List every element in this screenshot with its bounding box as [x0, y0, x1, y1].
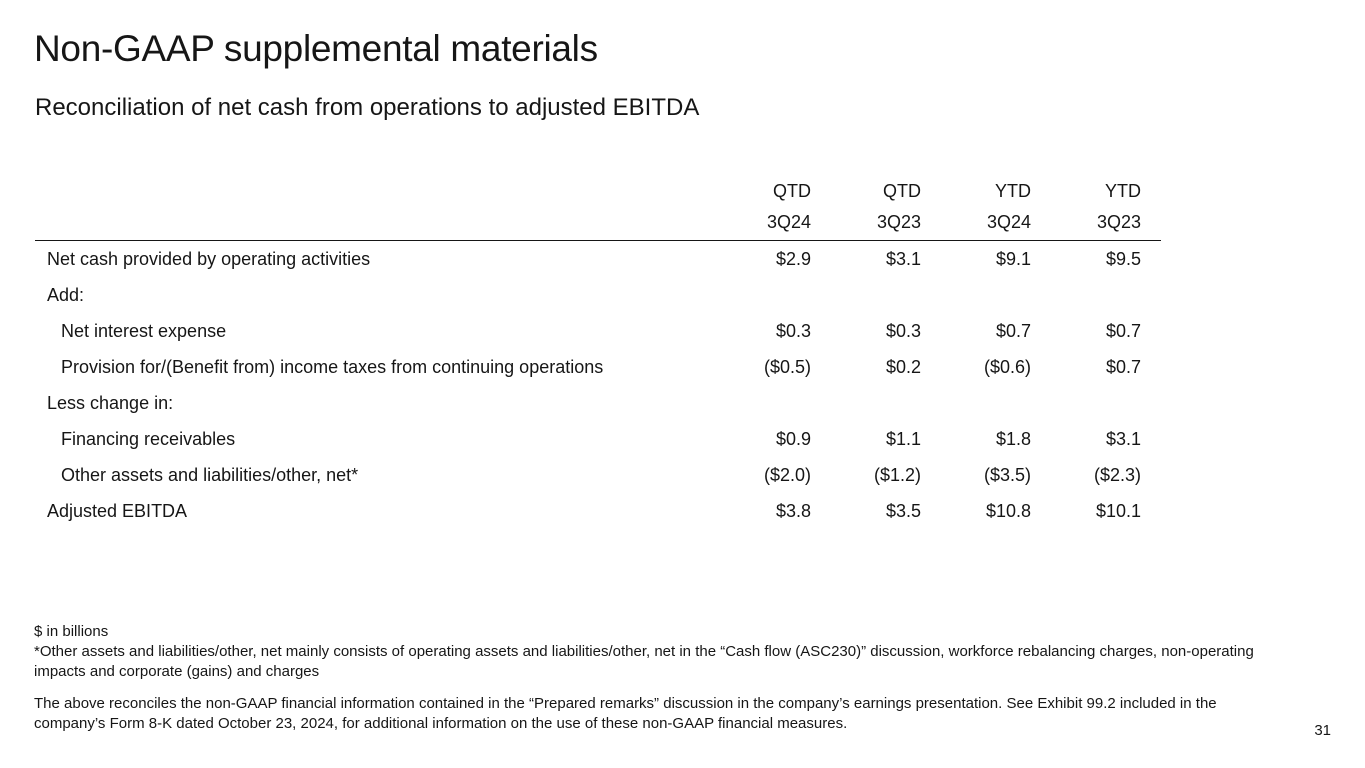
cell-value: ($0.6): [983, 356, 1031, 377]
cell-value: $1.8: [995, 428, 1031, 449]
page-subtitle: Reconciliation of net cash from operatio…: [35, 94, 700, 121]
cell-value: ($0.5): [763, 356, 811, 377]
reconciliation-table: QTD QTD YTD YTD 3Q24 3Q23 3Q24 3Q23 Net …: [35, 176, 1161, 529]
row-label: Financing receivables: [61, 428, 236, 449]
table-row: Adjusted EBITDA $3.8 $3.5 $10.8 $10.1: [35, 493, 1161, 529]
header-row-quarter: 3Q24 3Q23 3Q24 3Q23: [35, 207, 1161, 241]
table-row: Other assets and liabilities/other, net*…: [35, 457, 1161, 493]
cell-value: $2.9: [775, 248, 811, 269]
cell-value: $3.1: [885, 248, 921, 269]
row-label: Other assets and liabilities/other, net*: [61, 464, 359, 485]
disclaimer-footnote: The above reconciles the non-GAAP financ…: [34, 695, 1217, 732]
cell-value: $0.7: [995, 320, 1031, 341]
cell-value: ($3.5): [983, 464, 1031, 485]
column-header: 3Q23: [1051, 207, 1161, 241]
cell-value: $0.9: [775, 428, 811, 449]
cell-value: $10.1: [1095, 500, 1141, 521]
cell-value: [941, 277, 1051, 313]
column-header: QTD: [773, 181, 811, 201]
cell-value: [1051, 277, 1161, 313]
cell-value: ($1.2): [873, 464, 921, 485]
row-label: Net interest expense: [61, 320, 227, 341]
cell-value: [941, 385, 1051, 421]
asterisk-footnote: *Other assets and liabilities/other, net…: [34, 643, 1254, 680]
cell-value: $0.2: [885, 356, 921, 377]
cell-value: $1.1: [885, 428, 921, 449]
column-header: 3Q24: [721, 207, 831, 241]
cell-value: [831, 277, 941, 313]
cell-value: [1051, 385, 1161, 421]
cell-value: [831, 385, 941, 421]
cell-value: $0.3: [775, 320, 811, 341]
table-row: Provision for/(Benefit from) income taxe…: [35, 349, 1161, 385]
table-row: Net interest expense $0.3 $0.3 $0.7 $0.7: [35, 313, 1161, 349]
cell-value: $0.7: [1105, 320, 1141, 341]
cell-value: [721, 277, 831, 313]
cell-value: [721, 385, 831, 421]
table-row: Less change in:: [35, 385, 1161, 421]
cell-value: $0.7: [1105, 356, 1141, 377]
cell-value: $3.5: [885, 500, 921, 521]
row-label: Net cash provided by operating activitie…: [47, 248, 371, 269]
column-header: YTD: [995, 181, 1031, 201]
column-header: QTD: [883, 181, 921, 201]
row-label: Add:: [47, 284, 85, 305]
column-header: 3Q24: [941, 207, 1051, 241]
cell-value: $9.5: [1105, 248, 1141, 269]
row-label: Provision for/(Benefit from) income taxe…: [61, 356, 604, 377]
header-row-period: QTD QTD YTD YTD: [35, 176, 1161, 207]
column-header: 3Q23: [831, 207, 941, 241]
row-label: Less change in:: [47, 392, 174, 413]
cell-value: $0.3: [885, 320, 921, 341]
cell-value: ($2.3): [1093, 464, 1141, 485]
cell-value: ($2.0): [763, 464, 811, 485]
page-number: 31: [1314, 722, 1331, 739]
cell-value: $9.1: [995, 248, 1031, 269]
cell-value: $10.8: [985, 500, 1031, 521]
column-header: YTD: [1105, 181, 1141, 201]
cell-value: $3.1: [1105, 428, 1141, 449]
page-title: Non-GAAP supplemental materials: [34, 28, 598, 69]
table-row: Add:: [35, 277, 1161, 313]
table-row: Financing receivables $0.9 $1.1 $1.8 $3.1: [35, 421, 1161, 457]
units-note: $ in billions: [34, 623, 109, 640]
cell-value: $3.8: [775, 500, 811, 521]
table-row: Net cash provided by operating activitie…: [35, 241, 1161, 278]
row-label: Adjusted EBITDA: [47, 500, 188, 521]
